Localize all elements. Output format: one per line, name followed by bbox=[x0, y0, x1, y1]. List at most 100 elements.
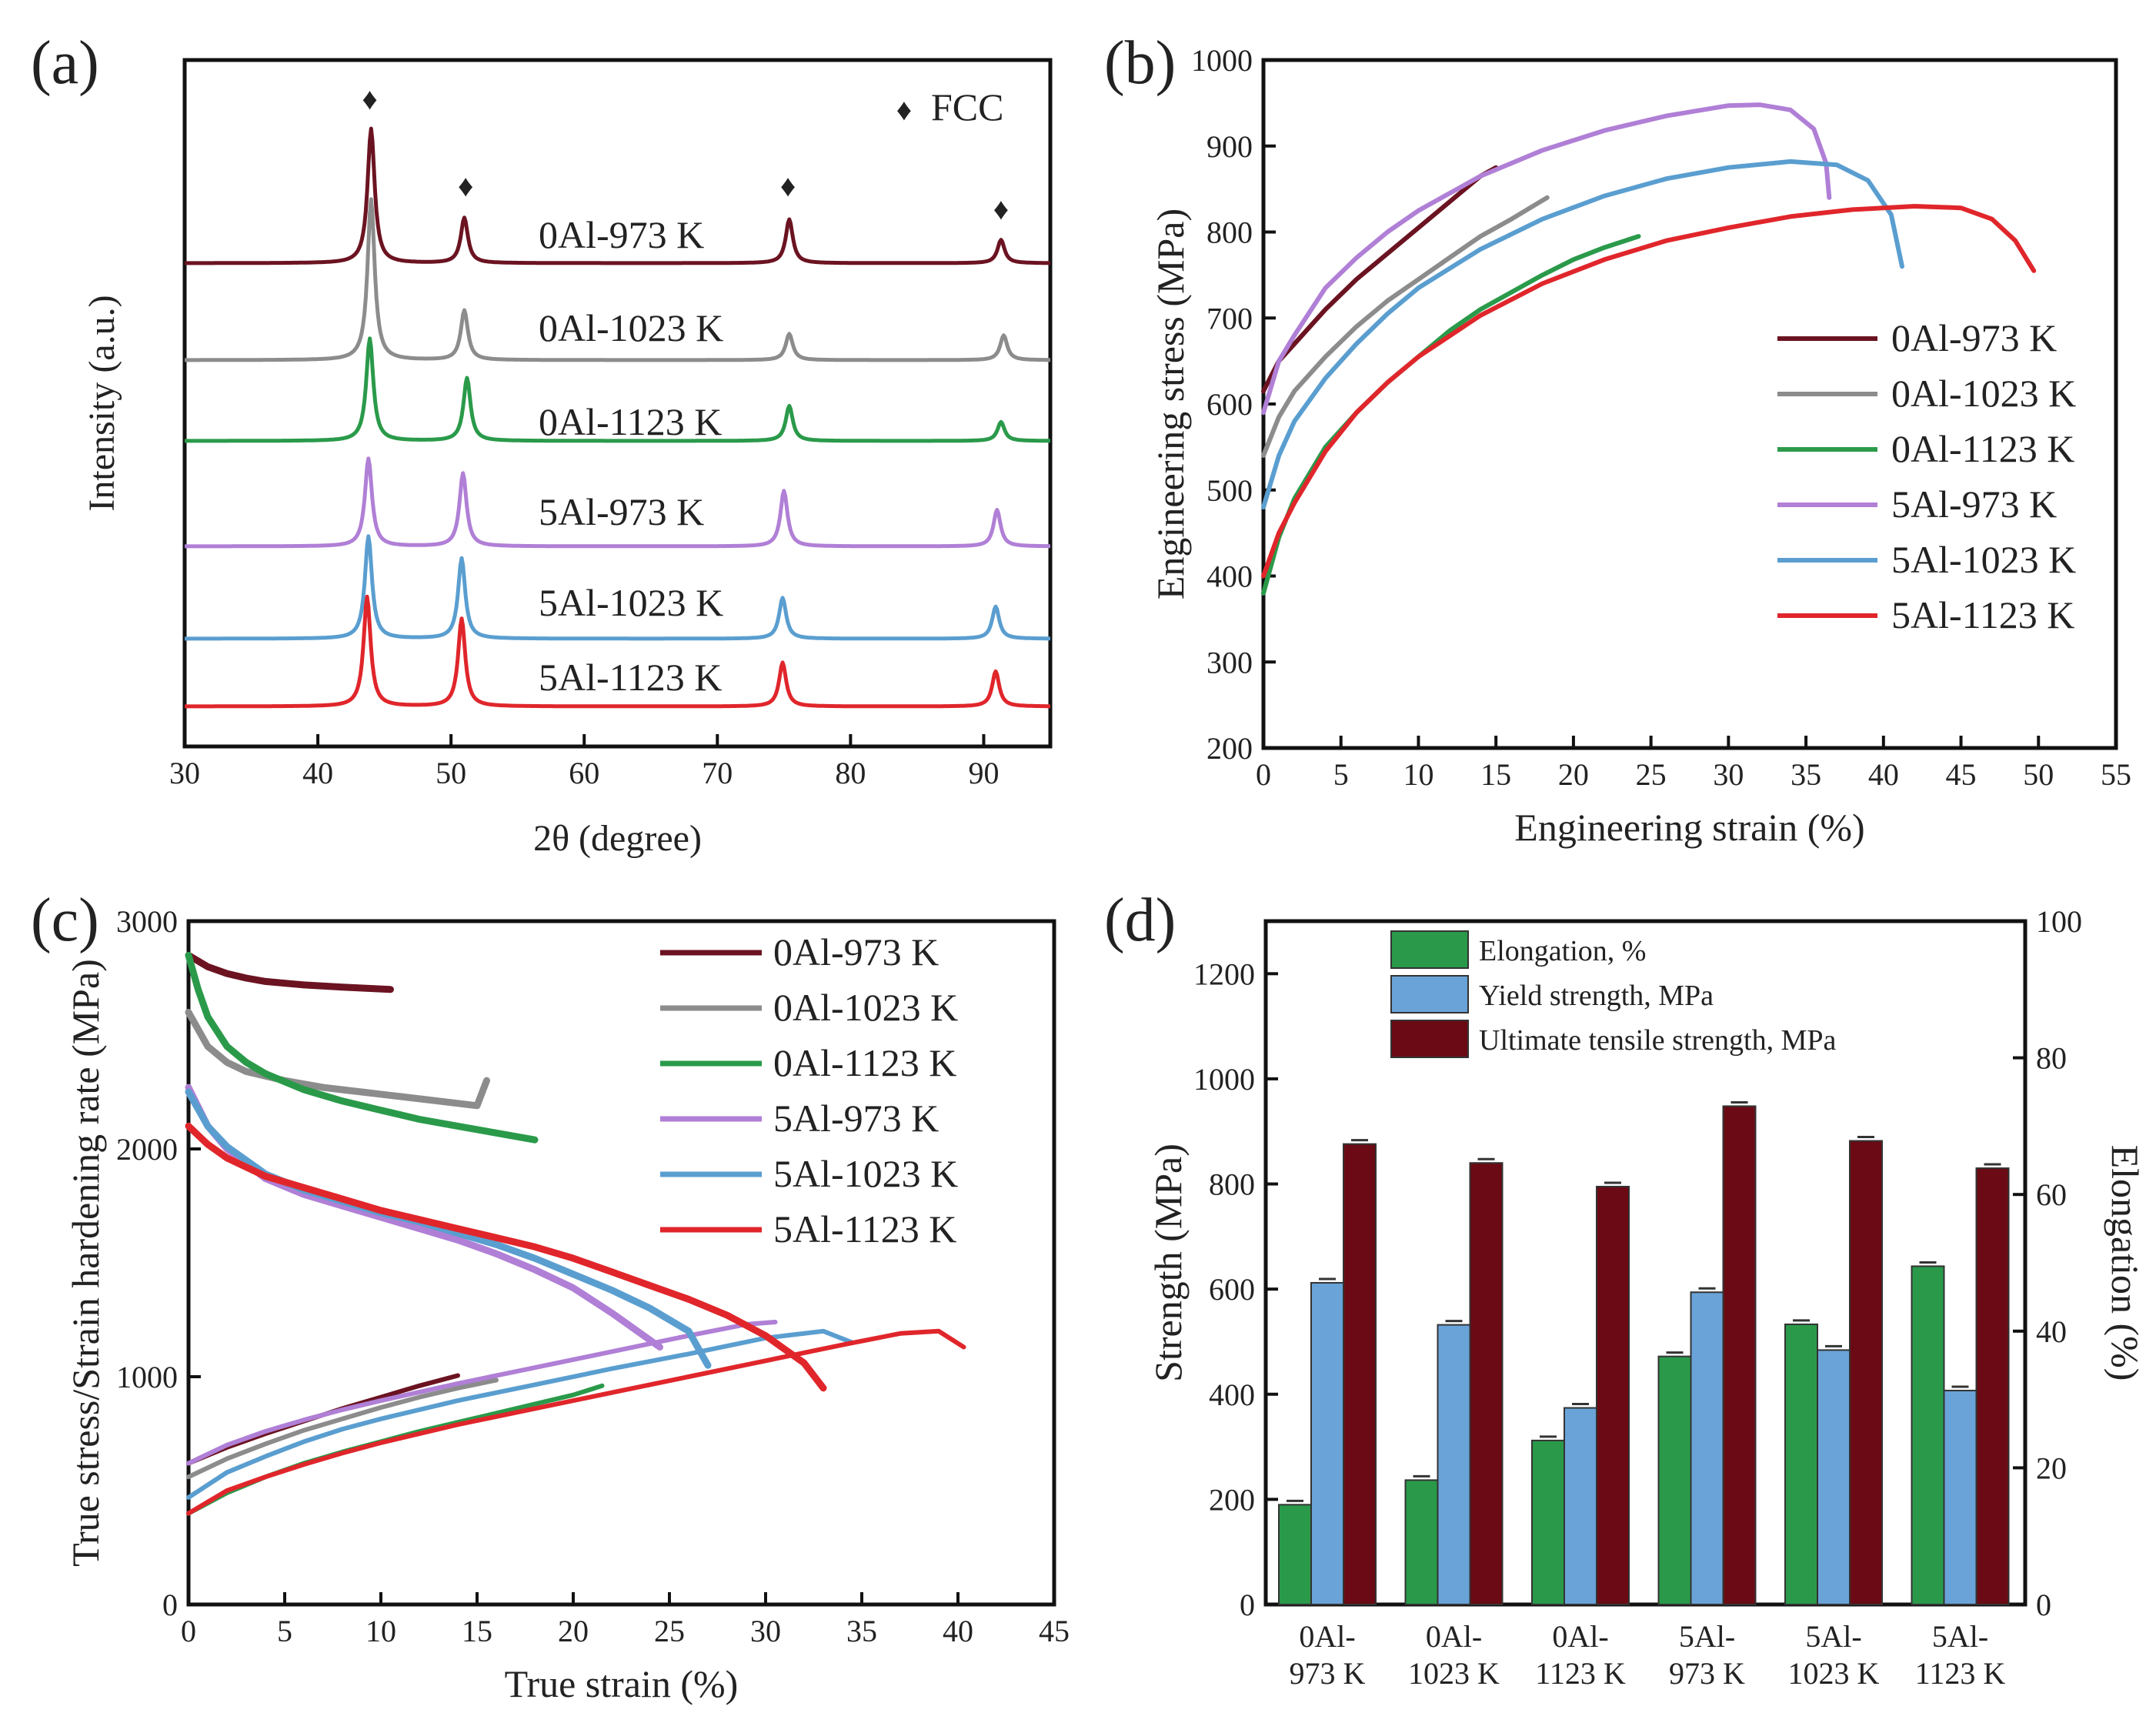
panel-d-y2-tick-label: 20 bbox=[2036, 1451, 2067, 1485]
panel-b-x-tick-label: 40 bbox=[1868, 757, 1899, 792]
panel-a-plot-frame bbox=[182, 58, 1053, 749]
panel-b-curve-5Al-1123-K bbox=[1261, 204, 2037, 579]
panel-c-legend-label: 5Al-1023 K bbox=[773, 1152, 958, 1195]
panel-c-legend-label: 5Al-1123 K bbox=[773, 1207, 956, 1251]
panel-c-hardening-curve-0Al-973-K bbox=[185, 951, 394, 993]
panel-d-y2-tick-label: 100 bbox=[2036, 904, 2082, 939]
panel-d: (d) 0 200 400 600 800 1000 1200 0 20 40 60 80 100 Str… bbox=[1104, 887, 2147, 1691]
panel-d-bar-yield-strength bbox=[1690, 1291, 1724, 1605]
panel-c-y-tick-label: 1000 bbox=[116, 1360, 178, 1394]
panel-b-y-tick-label: 500 bbox=[1206, 473, 1253, 508]
panel-d-bar-ultimate-tensile-strength bbox=[1722, 1105, 1757, 1606]
panel-b-x-tick-label: 25 bbox=[1636, 757, 1667, 792]
panel-a-pattern-0Al-1023-K bbox=[184, 197, 1051, 362]
panel-a-fcc-marker: ♦ bbox=[780, 169, 796, 203]
panel-d-bar-yield-strength bbox=[1817, 1349, 1851, 1605]
panel-d-bar-elongation bbox=[1784, 1323, 1818, 1606]
panel-b-y-tick-label: 400 bbox=[1206, 559, 1253, 594]
panel-b-curve-5Al-1023-K bbox=[1261, 159, 1904, 510]
panel-b-x-tick-label: 20 bbox=[1558, 757, 1589, 792]
panel-b-curve-0Al-973-K bbox=[1261, 165, 1499, 394]
panel-a-fcc-marker: ♦ bbox=[458, 169, 473, 203]
panel-d-bar-elongation bbox=[1278, 1504, 1312, 1606]
panel-d-bar-elongation bbox=[1911, 1265, 1945, 1605]
panel-c-legend-label: 5Al-973 K bbox=[773, 1097, 939, 1140]
panel-a-pattern-5Al-1123-K bbox=[184, 594, 1051, 709]
panel-c-hardening-curve-0Al-1023-K bbox=[185, 1008, 490, 1110]
panel-b-x-axis-label: Engineering strain (%) bbox=[1514, 806, 1864, 849]
panel-a-pattern-5Al-973-K bbox=[184, 456, 1051, 549]
panel-d-bar-elongation bbox=[1531, 1439, 1565, 1605]
panel-b-curve-0Al-1023-K bbox=[1261, 195, 1550, 458]
panel-b-x-tick-label: 30 bbox=[1713, 757, 1744, 792]
panel-d-plot-frame bbox=[1263, 919, 2028, 1607]
panel-d-legend-swatch bbox=[1390, 1020, 1469, 1058]
panel-a-x-tick-label: 80 bbox=[835, 756, 866, 790]
panel-d-y-tick-label: 800 bbox=[1209, 1167, 1255, 1202]
panel-d-y2-tick-label: 40 bbox=[2036, 1314, 2067, 1349]
panel-b-x-tick-label: 10 bbox=[1403, 757, 1433, 792]
panel-d-legend-swatch bbox=[1390, 930, 1469, 969]
panel-b-x-tick-label: 55 bbox=[2101, 757, 2131, 792]
panel-c-x-tick-label: 15 bbox=[462, 1614, 492, 1648]
panel-d-legend-label: Yield strength, MPa bbox=[1479, 980, 1714, 1012]
panel-b-x-tick-label: 45 bbox=[1946, 757, 1977, 792]
panel-b-y-tick-label: 700 bbox=[1206, 301, 1253, 336]
panel-a-x-tick-label: 90 bbox=[968, 756, 999, 790]
panel-c-plot-frame bbox=[186, 919, 1056, 1607]
panel-c-true-stress-curve-5Al-1023-K bbox=[186, 1328, 855, 1500]
panel-a-fcc-marker: ♦ bbox=[362, 82, 377, 116]
panel-b-legend-label: 0Al-1023 K bbox=[1891, 372, 2076, 415]
panel-c-x-tick-label: 25 bbox=[654, 1614, 685, 1648]
panel-a-pattern-5Al-1023-K bbox=[184, 534, 1051, 641]
panel-b-legend-label: 0Al-973 K bbox=[1891, 316, 2057, 359]
panel-a-series-label: 0Al-1023 K bbox=[539, 306, 723, 349]
panel-b-x-tick-label: 0 bbox=[1256, 757, 1271, 792]
panel-c-x-axis-label: True strain (%) bbox=[505, 1662, 739, 1705]
panel-d-bar-yield-strength bbox=[1564, 1407, 1597, 1605]
panel-c: (c) 0 5 10 15 20 25 30 35 40 45 0 1000 2000 3000 True … bbox=[31, 887, 1070, 1705]
panel-c-x-tick-label: 35 bbox=[846, 1614, 877, 1648]
panel-b-y-tick-label: 300 bbox=[1206, 645, 1253, 680]
panel-c-x-tick-label: 5 bbox=[277, 1614, 292, 1648]
panel-d-y2-tick-label: 80 bbox=[2036, 1041, 2067, 1076]
panel-c-true-stress-curve-0Al-1023-K bbox=[186, 1377, 499, 1480]
panel-d-category-label: 973 K bbox=[1290, 1656, 1366, 1691]
panel-d-category-label: 0Al- bbox=[1426, 1619, 1482, 1654]
panel-c-label: (c) bbox=[31, 887, 99, 954]
panel-a-legend-marker: ♦ bbox=[896, 92, 912, 127]
panel-a-series-label: 0Al-973 K bbox=[539, 213, 704, 256]
panel-d-bar-ultimate-tensile-strength bbox=[1596, 1185, 1630, 1605]
panel-b-x-tick-label: 35 bbox=[1791, 757, 1821, 792]
panel-c-legend-label: 0Al-1023 K bbox=[773, 986, 958, 1029]
panel-b-y-axis-label: Engineering stress (MPa) bbox=[1149, 209, 1192, 599]
panel-a-pattern-0Al-1123-K bbox=[184, 336, 1051, 443]
panel-b-curve-0Al-1123-K bbox=[1261, 234, 1641, 596]
panel-b-legend-label: 5Al-1023 K bbox=[1891, 538, 2076, 581]
panel-c-x-tick-label: 30 bbox=[750, 1614, 781, 1648]
panel-a-x-tick-label: 50 bbox=[436, 756, 466, 790]
panel-a-x-tick-label: 40 bbox=[302, 756, 333, 790]
panel-d-y2-axis-label: Elongation (%) bbox=[2104, 1145, 2147, 1381]
panel-d-y-tick-label: 0 bbox=[1240, 1588, 1255, 1622]
panel-b-legend-label: 5Al-1123 K bbox=[1891, 593, 2074, 636]
panel-a-series-label: 5Al-1023 K bbox=[539, 581, 723, 624]
panel-a-x-axis-label: 2θ (degree) bbox=[533, 818, 702, 859]
panel-c-x-tick-label: 20 bbox=[558, 1614, 589, 1648]
panel-c-legend-label: 0Al-1123 K bbox=[773, 1041, 956, 1084]
panel-c-y-tick-label: 2000 bbox=[116, 1132, 178, 1167]
panel-c-x-tick-label: 40 bbox=[943, 1614, 973, 1648]
panel-d-bar-yield-strength bbox=[1437, 1324, 1471, 1605]
panel-a-x-tick-label: 30 bbox=[169, 756, 200, 790]
panel-d-y-tick-label: 200 bbox=[1209, 1482, 1255, 1517]
panel-d-legend-label: Elongation, % bbox=[1479, 935, 1646, 967]
panel-d-y2-tick-label: 60 bbox=[2036, 1177, 2067, 1212]
panel-b-label: (b) bbox=[1104, 29, 1176, 97]
panel-a-x-tick-label: 60 bbox=[569, 756, 599, 790]
panel-d-category-label: 1123 K bbox=[1915, 1656, 2006, 1691]
panel-d-y-tick-label: 1000 bbox=[1193, 1062, 1255, 1097]
panel-c-true-stress-curve-5Al-973-K bbox=[186, 1320, 778, 1466]
panel-b-y-tick-label: 900 bbox=[1206, 129, 1253, 164]
panel-b-legend-label: 5Al-973 K bbox=[1891, 483, 2057, 526]
